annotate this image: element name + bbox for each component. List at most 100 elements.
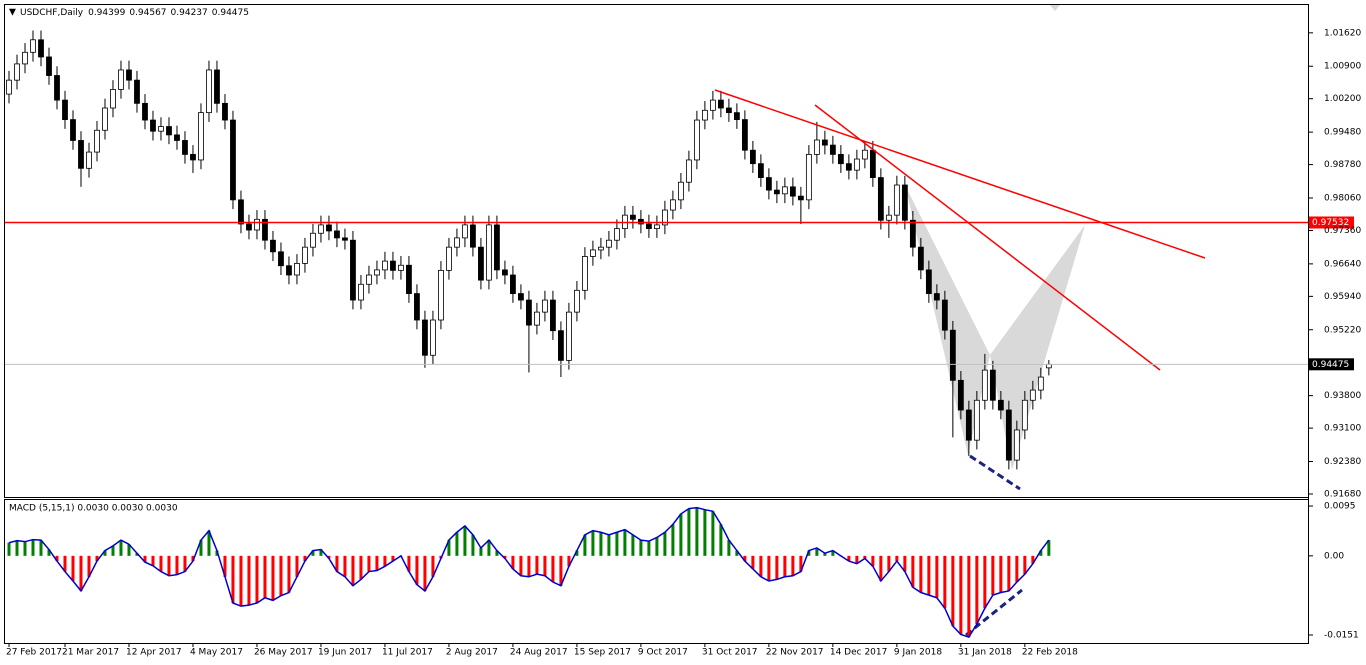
macd-bar: [679, 513, 683, 556]
candle-body: [933, 293, 940, 301]
macd-bar: [23, 541, 27, 556]
macd-bar: [47, 549, 51, 556]
macd-bar: [919, 555, 923, 593]
candle-body: [46, 56, 52, 76]
candle-body: [470, 224, 476, 248]
candle-body: [222, 102, 228, 121]
macd-bar: [183, 555, 187, 572]
candle-body: [110, 89, 116, 109]
candle-body: [749, 149, 756, 165]
candle-body: [502, 269, 508, 276]
candle-body: [214, 69, 220, 104]
candle-body: [773, 189, 780, 195]
macd-bar: [879, 555, 883, 581]
macd-bar: [223, 555, 227, 577]
x-tick-label: 2 Aug 2017: [446, 648, 498, 658]
x-tick-label: 31 Oct 2017: [702, 648, 758, 658]
y-tick-label: 0.98060: [1324, 193, 1361, 203]
candle-body: [526, 299, 532, 326]
macd-bar: [447, 540, 451, 556]
macd-bar: [927, 555, 931, 596]
macd-bar: [695, 507, 699, 556]
candle-body: [837, 153, 844, 165]
candle-body: [54, 75, 60, 101]
macd-bar: [543, 555, 547, 576]
candle-body: [270, 239, 276, 253]
candle-body: [102, 107, 108, 131]
candle-body: [462, 224, 468, 239]
candle-body: [390, 260, 396, 271]
macd-bar: [7, 542, 11, 556]
macd-bar: [383, 555, 387, 567]
candle-body: [230, 119, 236, 201]
macd-bar: [103, 550, 107, 556]
y-tick-label: 0.95220: [1324, 325, 1361, 335]
candle-body: [174, 134, 180, 141]
open: 0.94399: [88, 8, 125, 18]
last-price-box: [1309, 358, 1354, 371]
candle-body: [382, 260, 388, 271]
x-tick-label: 31 Jan 2018: [958, 648, 1012, 658]
macd-bar: [95, 555, 99, 562]
candle-body: [582, 256, 588, 291]
candle-body: [606, 239, 612, 248]
candle-body: [885, 214, 892, 221]
candle-body: [238, 199, 244, 225]
macd-bar: [967, 555, 971, 638]
divergence-line: [969, 454, 1021, 491]
candle-body: [1045, 363, 1052, 369]
candle-body: [869, 149, 876, 178]
macd-bar: [567, 555, 571, 567]
macd-bar: [87, 555, 91, 577]
candle-body: [677, 181, 684, 201]
candle-body: [805, 153, 812, 201]
candle-body: [909, 219, 916, 248]
macd-bar: [743, 555, 747, 562]
macd-bar: [511, 555, 515, 569]
macd-bar: [431, 555, 435, 577]
y-tick-label: 0.95940: [1324, 292, 1361, 302]
y-tick-label: 0.00: [1324, 551, 1344, 561]
candle-body: [949, 329, 956, 381]
candle-body: [334, 230, 340, 239]
candle-body: [925, 269, 932, 294]
candle-body: [414, 293, 420, 321]
candle-body: [917, 246, 924, 271]
candle-body: [965, 409, 972, 441]
macd-bar: [375, 555, 379, 571]
macd-bar: [783, 555, 787, 577]
macd-bar: [575, 550, 579, 556]
macd-bar: [199, 540, 203, 556]
x-tick-label: 9 Oct 2017: [638, 648, 688, 658]
candle-body: [254, 218, 260, 231]
x-tick-label: 27 Feb 2017: [6, 648, 62, 658]
candle-body: [1037, 376, 1044, 391]
macd-bar: [767, 555, 771, 581]
candle-body: [853, 158, 860, 171]
pattern-wedge: [1050, 5, 1060, 11]
candle-body: [1021, 399, 1028, 431]
menu-arrow[interactable]: ▼: [9, 8, 16, 18]
last-price-label: 0.94475: [1312, 360, 1349, 370]
candle-body: [590, 249, 596, 257]
y-tick-label: 0.97360: [1324, 226, 1361, 236]
macd-bar: [111, 545, 115, 556]
candle-body: [630, 214, 636, 220]
candle-body: [941, 299, 948, 331]
candle-body: [350, 239, 356, 301]
macd-bar: [1023, 555, 1027, 575]
macd-bar: [1015, 555, 1019, 583]
candle-body: [14, 63, 20, 81]
macd-bar: [407, 555, 411, 572]
candle-body: [901, 184, 908, 221]
macd-bar: [487, 540, 491, 556]
macd-bar: [159, 555, 163, 572]
candle-body: [190, 153, 196, 161]
y-tick-label: 0.99480: [1324, 128, 1361, 138]
macd-bar: [335, 555, 339, 572]
candle-body: [478, 246, 484, 281]
candle-body: [765, 177, 772, 191]
candle-body: [374, 269, 380, 276]
